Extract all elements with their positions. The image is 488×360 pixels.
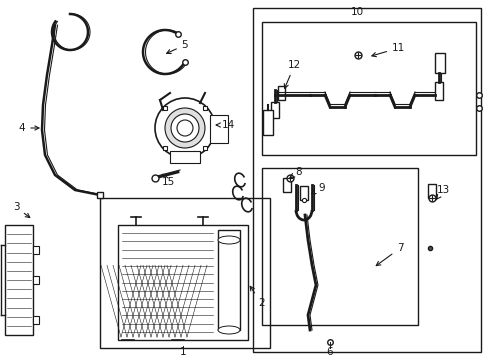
Ellipse shape	[218, 236, 240, 244]
Text: 2: 2	[250, 286, 264, 308]
Bar	[5, 225, 33, 335]
Bar	[33, 276, 39, 284]
Text: 7: 7	[375, 243, 403, 266]
Ellipse shape	[218, 326, 240, 334]
Circle shape	[177, 120, 193, 136]
Bar	[170, 151, 200, 163]
Text: 14: 14	[216, 120, 235, 130]
Bar	[118, 225, 247, 340]
Text: 8: 8	[289, 167, 301, 178]
Bar	[434, 82, 442, 100]
Text: 9: 9	[311, 183, 324, 194]
Bar	[262, 22, 475, 155]
Text: 11: 11	[371, 43, 405, 57]
Bar	[33, 316, 39, 324]
Bar	[252, 8, 480, 352]
Text: 5: 5	[166, 40, 188, 54]
Bar	[262, 168, 417, 325]
Text: 10: 10	[350, 7, 363, 17]
Text: 1: 1	[179, 347, 186, 357]
Bar	[278, 86, 285, 100]
Bar	[434, 53, 444, 73]
Bar	[283, 178, 290, 192]
Bar	[270, 102, 279, 118]
Text: 13: 13	[435, 185, 449, 200]
Bar	[33, 246, 39, 254]
Text: 3: 3	[13, 202, 30, 217]
Bar	[218, 230, 240, 330]
Bar	[299, 186, 307, 200]
Text: 6: 6	[326, 347, 333, 357]
Bar	[100, 198, 269, 348]
Text: 12: 12	[284, 60, 301, 88]
Bar	[209, 115, 227, 143]
Text: 4: 4	[19, 123, 39, 133]
Circle shape	[155, 98, 215, 158]
Bar	[263, 110, 272, 135]
Text: 15: 15	[161, 177, 174, 187]
Bar	[427, 184, 435, 198]
